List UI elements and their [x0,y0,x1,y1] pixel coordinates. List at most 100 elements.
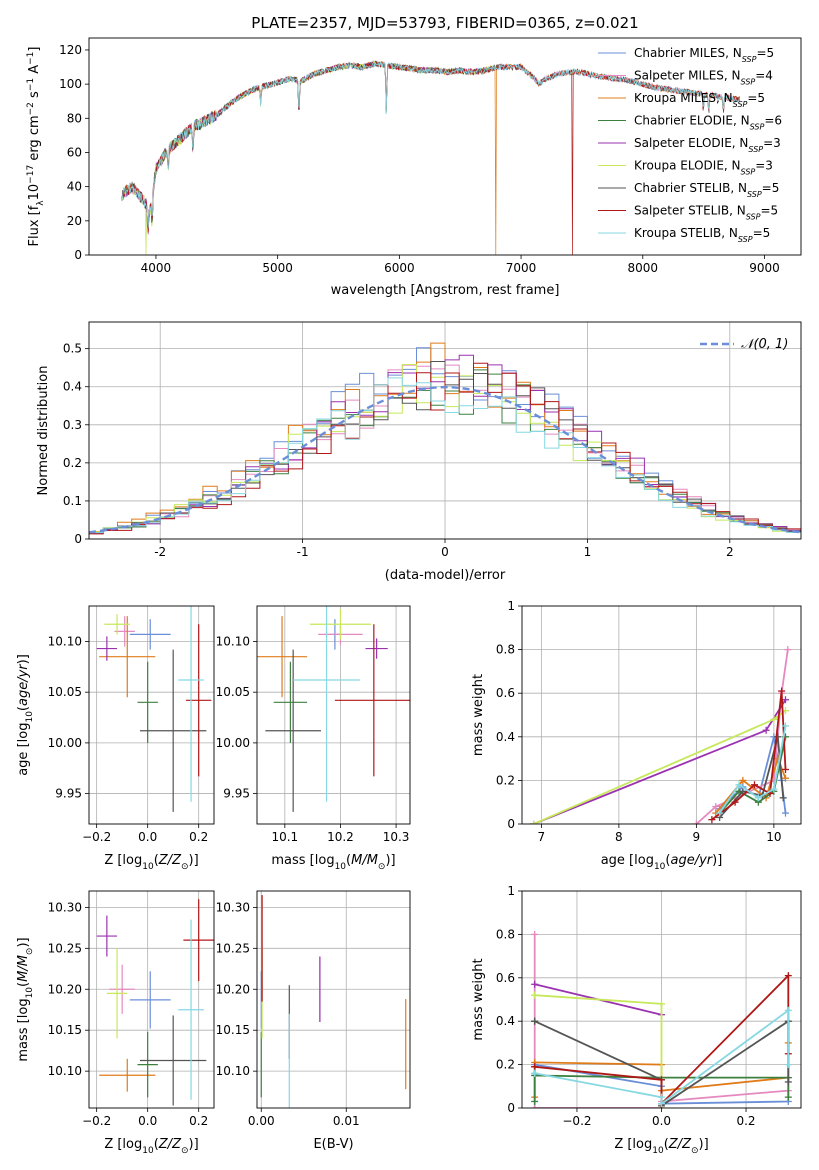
y-tick-label: 0.2 [496,1058,515,1072]
y-tick-label: 10.10 [216,634,250,648]
y-tick-label: 10.10 [48,634,82,648]
error-bar-point [178,919,204,1100]
y-tick-label: 0 [74,532,82,546]
y-tick-label: 10.20 [216,982,250,996]
y-tick-label: 10.10 [216,1064,250,1078]
residuals-frame [88,321,802,540]
x-tick-label: 10.2 [327,830,354,844]
y-tick-label: 0.2 [63,456,82,470]
y-tick-label: 10.15 [216,1023,250,1037]
mass-weight-line [534,994,663,1108]
mass-weight-line [533,934,789,1108]
x-tick-label: 4000 [141,261,172,275]
mass-weight-marker [784,972,792,980]
error-bar-point [293,606,360,802]
x-tick-label: 6000 [384,261,415,275]
y-tick-label: 0.8 [496,927,515,941]
error-bar-point [178,606,204,802]
legend-label: 𝒩(0, 1) [741,337,788,352]
mass-weight-marker [531,1017,539,1025]
y-tick-label: 1 [507,599,515,613]
mass-weight-marker [658,1093,665,1101]
legend-label: Kroupa MILES, NSSP=5 [634,91,765,109]
normal-reference-curve [89,385,801,534]
x-tick-label: 0 [441,545,449,559]
x-tick-label: 0.2 [736,1114,755,1128]
mass-weight-marker [782,696,789,704]
legend-label: Salpeter MILES, NSSP=4 [634,69,773,87]
y-axis-label: mass weight [471,958,486,1040]
y-axis-label: Normed distribution [36,366,51,496]
x-tick-label: 0.2 [189,1114,208,1128]
mass-weight-marker [770,785,778,793]
y-tick-label: 10.10 [48,1064,82,1078]
mass-weight-line [711,690,787,821]
spectrum-plot-area [121,59,741,255]
x-tick-label: 2 [726,545,734,559]
x-tick-label: 10.1 [271,830,298,844]
x-tick-label: 9000 [749,261,780,275]
mass-weight-marker [784,1078,792,1086]
y-tick-label: 10.25 [216,941,250,955]
y-tick-label: 10.20 [48,982,82,996]
error-bar-point [265,649,321,812]
mass-weight-marker [739,776,747,784]
mass-weight-marker [530,820,538,824]
mass-weight-marker [751,781,758,789]
mass_weight_vs_age-frame [521,605,802,825]
mass-weight-marker [782,766,789,773]
mass-weight-marker [531,1097,539,1105]
mass-weight-marker [658,1100,665,1108]
mass-weight-marker [754,794,762,802]
mass-weight-line [533,699,787,824]
y-tick-label: 0.6 [496,971,515,985]
mass-weight-marker [712,803,720,811]
error-bar-point [183,899,214,982]
x-tick-label: 7000 [506,261,537,275]
mass_vs_EBV-frame [256,890,411,1109]
mass-weight-marker [770,715,778,723]
error-bar-point [96,915,118,957]
mass-weight-marker [784,646,792,654]
figure-title: PLATE=2357, MJD=53793, FIBERID=0365, z=0… [251,14,638,32]
error-bar-point [99,1058,156,1092]
x-tick-label: 8 [615,830,623,844]
mass-weight-marker [784,1061,792,1069]
y-tick-label: 20 [67,214,82,228]
mass-weight-marker [658,1076,665,1084]
y-tick-label: 80 [67,111,82,125]
x-tick-label: −0.2 [82,830,111,844]
mass-weight-marker [531,1069,539,1077]
x-tick-label: -1 [297,545,309,559]
error-bar-point [114,616,135,647]
y-tick-label: 10.00 [48,736,82,750]
residuals-plot-area [89,322,801,539]
mass-weight-marker [784,1093,792,1101]
y-tick-label: 0.4 [496,1014,515,1028]
x-tick-label: 9 [693,830,701,844]
x-tick-label: -2 [154,545,166,559]
mass-weight-marker [531,1063,539,1071]
mass-weight-marker [782,774,789,782]
x-tick-label: 8000 [628,261,659,275]
y-tick-label: 100 [59,77,82,91]
x-tick-label: 0.0 [138,830,157,844]
x-axis-label: Z [log10(Z/Z⊙)] [104,853,198,872]
legend-label: Chabrier STELIB, NSSP=5 [634,181,779,199]
mass_vs_EBV-plot-area [257,891,410,1108]
error-bar-point [129,971,171,1029]
mass-weight-marker [778,687,786,695]
mass_vs_Z-plot-area [89,891,214,1108]
mass-weight-marker [708,816,716,824]
mass-weight-marker [762,726,770,734]
residual-histogram-step [89,377,801,534]
mass-weight-marker [782,809,789,817]
y-tick-label: 10.30 [216,900,250,914]
y-tick-label: 120 [59,43,82,57]
mass-weight-marker [731,798,739,806]
mass-weight-marker [531,980,539,988]
x-axis-label: (data-model)/error [385,568,506,583]
x-tick-label: 10 [766,830,781,844]
x-axis-label: age [log10(age/yr)] [601,853,723,872]
